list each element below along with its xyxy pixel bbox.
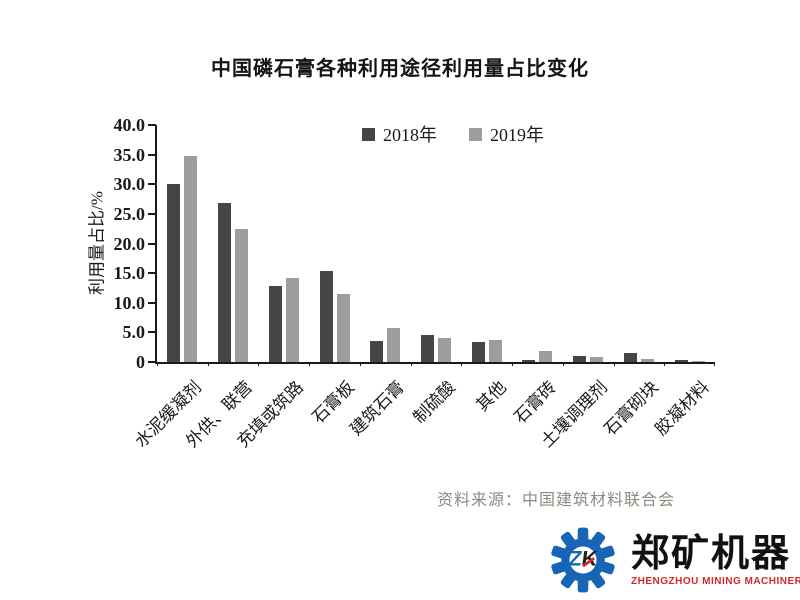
y-tick-label: 40.0 bbox=[113, 115, 146, 135]
bar-2018年-建筑石膏 bbox=[370, 341, 384, 362]
gear-icon: ZK bbox=[550, 527, 616, 593]
bar-2019年-充填或筑路 bbox=[285, 277, 299, 362]
x-tick-mark bbox=[359, 362, 361, 366]
legend-item-2018: 2018年 bbox=[362, 121, 437, 147]
y-tick-mark bbox=[148, 212, 156, 215]
y-tick-label: 10.0 bbox=[113, 292, 146, 313]
x-tick-label: 石膏砌块 bbox=[600, 377, 662, 440]
bar-2019年-外供、联营 bbox=[235, 228, 249, 362]
x-tick-mark bbox=[613, 362, 615, 366]
legend-swatch-2018 bbox=[362, 127, 375, 141]
bar-2018年-石膏砌块 bbox=[623, 352, 637, 362]
bar-2019年-土壤调理剂 bbox=[590, 357, 604, 362]
y-tick-label: 25.0 bbox=[113, 203, 146, 224]
y-tick-label: 35.0 bbox=[113, 144, 146, 165]
y-tick-mark bbox=[148, 272, 156, 275]
bar-2018年-其他 bbox=[471, 342, 485, 362]
bar-2019年-石膏砌块 bbox=[640, 359, 654, 362]
y-axis-label: 利用量占比/% bbox=[87, 191, 107, 295]
y-tick-mark bbox=[148, 242, 156, 245]
bar-2019年-制硫酸 bbox=[438, 338, 451, 362]
y-tick-label: 0 bbox=[136, 352, 145, 372]
x-tick-label: 其他 bbox=[472, 377, 510, 416]
bar-2019年-胶凝材料 bbox=[691, 361, 705, 362]
data-source-note: 资料来源：中国建筑材料联合会 bbox=[437, 492, 676, 509]
y-tick-mark bbox=[148, 183, 156, 186]
y-tick-label: 5.0 bbox=[122, 322, 146, 343]
y-tick-mark bbox=[148, 361, 156, 363]
bar-2019年-其他 bbox=[488, 340, 502, 362]
chart-legend: 2018年 2019年 bbox=[362, 121, 544, 147]
x-tick-mark bbox=[461, 362, 463, 366]
company-subtitle: ZHENGZHOU MINING MACHINERY bbox=[631, 576, 800, 588]
bar-2018年-水泥缓凝剂 bbox=[167, 184, 181, 362]
company-logo: ZK 郑矿机器 ZHENGZHOU MINING MACHINERY bbox=[550, 527, 800, 593]
y-tick-mark bbox=[148, 301, 156, 304]
bar-2018年-石膏砖 bbox=[522, 359, 536, 362]
y-tick-mark bbox=[148, 331, 156, 334]
legend-item-2019: 2019年 bbox=[469, 121, 544, 147]
legend-label-2019: 2019年 bbox=[490, 125, 544, 145]
bar-2018年-胶凝材料 bbox=[674, 360, 688, 362]
zk-red-slash bbox=[582, 556, 596, 568]
bar-2019年-石膏板 bbox=[336, 293, 350, 362]
x-tick-mark bbox=[562, 362, 564, 366]
x-tick-mark bbox=[309, 362, 311, 366]
x-tick-mark bbox=[512, 362, 514, 366]
chart-title: 中国磷石膏各种利用途径利用量占比变化 bbox=[211, 58, 589, 80]
x-tick-mark bbox=[714, 362, 715, 366]
legend-swatch-2019 bbox=[469, 127, 482, 141]
y-tick-mark bbox=[148, 153, 156, 156]
x-tick-mark bbox=[664, 362, 666, 366]
y-tick-label: 30.0 bbox=[113, 174, 146, 195]
x-tick-mark bbox=[157, 362, 158, 366]
bar-2018年-土壤调理剂 bbox=[573, 356, 587, 362]
x-tick-label: 制硫酸 bbox=[409, 377, 459, 428]
y-tick-label: 15.0 bbox=[113, 263, 146, 284]
zk-monogram: ZK bbox=[567, 548, 598, 571]
zk-letter-k: K bbox=[580, 548, 598, 571]
bar-2018年-外供、联营 bbox=[218, 203, 232, 362]
bar-2019年-建筑石膏 bbox=[387, 328, 401, 362]
x-tick-label: 胶凝材料 bbox=[651, 377, 713, 440]
x-tick-mark bbox=[410, 362, 412, 366]
y-tick-label: 20.0 bbox=[113, 233, 146, 254]
x-tick-mark bbox=[207, 362, 209, 366]
company-name: 郑矿机器 bbox=[631, 532, 792, 575]
y-tick-mark bbox=[148, 124, 156, 126]
x-tick-mark bbox=[258, 362, 260, 366]
bar-2018年-石膏板 bbox=[319, 271, 333, 362]
chart-plot-area: 2018年 2019年 0 5.0 10.0 15.0 20.0 25.0 30.0 35.0… bbox=[114, 115, 715, 451]
x-tick-label: 建筑石膏 bbox=[346, 377, 409, 440]
bar-2019年-石膏砖 bbox=[539, 350, 553, 362]
bar-2018年-制硫酸 bbox=[421, 335, 434, 362]
legend-label-2018: 2018年 bbox=[383, 125, 437, 145]
bar-2018年-充填或筑路 bbox=[268, 285, 282, 362]
bar-2019年-水泥缓凝剂 bbox=[184, 156, 198, 362]
